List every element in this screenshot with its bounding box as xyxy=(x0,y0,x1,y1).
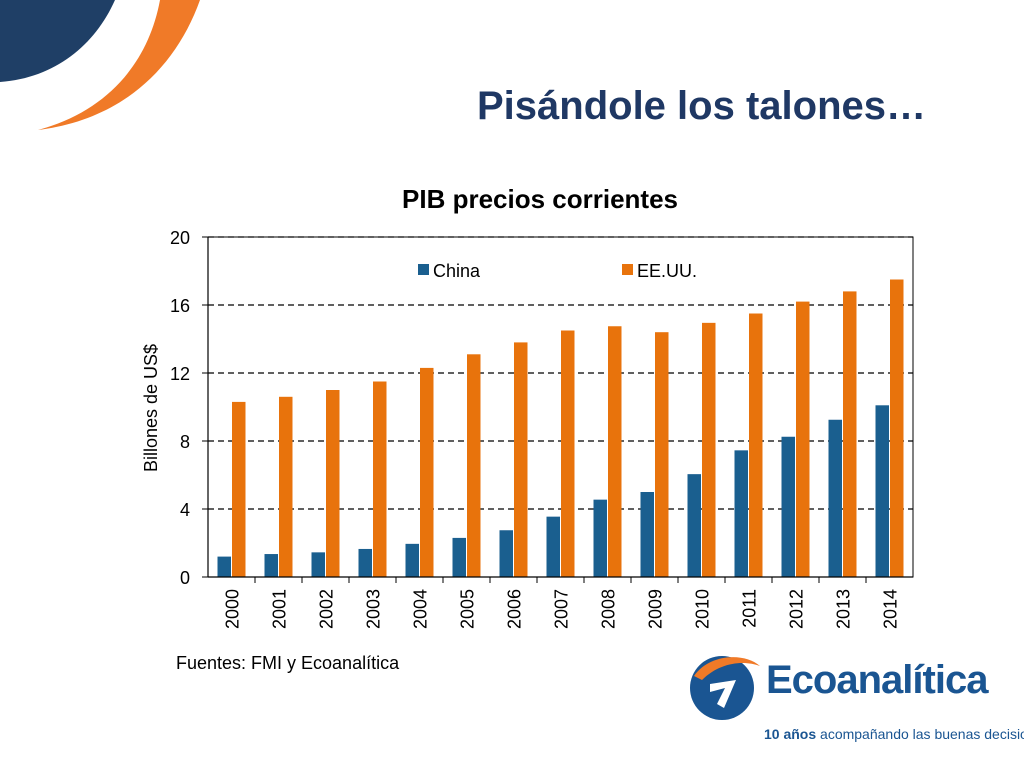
logo-mark-icon xyxy=(690,656,760,720)
source-note: Fuentes: FMI y Ecoanalítica xyxy=(176,653,400,673)
bar-china-2003 xyxy=(358,548,372,577)
x-tick-label: 2014 xyxy=(881,589,901,629)
bar-china-2007 xyxy=(546,516,560,577)
bar-china-2009 xyxy=(640,492,654,577)
bar-eeuu-2003 xyxy=(373,381,387,577)
y-tick-label: 4 xyxy=(180,500,190,520)
x-tick-label: 2001 xyxy=(270,589,290,629)
bar-china-2014 xyxy=(875,405,889,577)
bar-china-2002 xyxy=(311,552,325,577)
bar-eeuu-2011 xyxy=(749,313,763,577)
ecoanalitica-logo: Ecoanalítica 10 años acompañando las bue… xyxy=(680,640,1024,750)
bar-eeuu-2008 xyxy=(608,326,622,577)
bar-eeuu-2010 xyxy=(702,322,716,577)
x-tick-label: 2009 xyxy=(646,589,666,629)
bar-china-2013 xyxy=(828,419,842,577)
bar-china-2010 xyxy=(687,474,701,577)
x-tick-label: 2003 xyxy=(364,589,384,629)
bar-eeuu-2006 xyxy=(514,342,528,577)
bar-eeuu-2000 xyxy=(232,401,246,577)
bar-china-2011 xyxy=(734,450,748,577)
bar-eeuu-2013 xyxy=(843,291,857,577)
y-tick-label: 16 xyxy=(170,296,190,316)
logo-tagline-bold: 10 años xyxy=(764,726,817,742)
bar-eeuu-2014 xyxy=(890,279,904,577)
x-tick-label: 2010 xyxy=(693,589,713,629)
x-tick-label: 2011 xyxy=(740,589,760,628)
chart-title: PIB precios corrientes xyxy=(402,184,678,214)
x-tick-label: 2002 xyxy=(317,589,337,629)
logo-tagline-rest: acompañando las buenas decisiones xyxy=(820,726,1024,742)
x-tick-label: 2004 xyxy=(411,589,431,629)
y-tick-label: 20 xyxy=(170,228,190,248)
corner-blue-swoosh xyxy=(0,0,115,82)
bar-eeuu-2001 xyxy=(279,396,293,577)
x-tick-label: 2007 xyxy=(552,589,572,629)
bar-eeuu-2007 xyxy=(561,330,575,577)
bar-china-2004 xyxy=(405,543,419,577)
legend-swatch-eeuu xyxy=(622,264,633,275)
bar-china-2005 xyxy=(452,537,466,577)
corner-decoration xyxy=(0,0,200,130)
logo-name: Ecoanalítica xyxy=(766,658,988,702)
x-tick-label: 2013 xyxy=(834,589,854,629)
bar-china-2008 xyxy=(593,499,607,577)
bar-eeuu-2002 xyxy=(326,390,340,577)
y-tick-label: 0 xyxy=(180,568,190,588)
x-tick-label: 2008 xyxy=(599,589,619,629)
legend-label-china: China xyxy=(433,261,481,281)
x-tick-label: 2000 xyxy=(223,589,243,629)
corner-orange-swoosh xyxy=(38,0,200,130)
bar-china-2012 xyxy=(781,436,795,577)
bar-eeuu-2012 xyxy=(796,301,810,577)
bar-china-2000 xyxy=(217,556,231,577)
logo-tagline: 10 años acompañando las buenas decisione… xyxy=(764,726,1024,742)
bar-eeuu-2004 xyxy=(420,367,434,577)
y-tick-label: 12 xyxy=(170,364,190,384)
bar-china-2001 xyxy=(264,554,278,577)
bar-eeuu-2009 xyxy=(655,332,669,577)
bar-china-2006 xyxy=(499,530,513,577)
legend-swatch-china xyxy=(418,264,429,275)
legend-label-eeuu: EE.UU. xyxy=(637,261,697,281)
y-axis-label: Billones de US$ xyxy=(141,344,161,472)
x-tick-label: 2012 xyxy=(787,589,807,629)
x-tick-label: 2005 xyxy=(458,589,478,629)
slide-title: Pisándole los talones… xyxy=(476,84,926,128)
x-tick-label: 2006 xyxy=(505,589,525,629)
y-tick-label: 8 xyxy=(180,432,190,452)
bar-eeuu-2005 xyxy=(467,354,481,577)
